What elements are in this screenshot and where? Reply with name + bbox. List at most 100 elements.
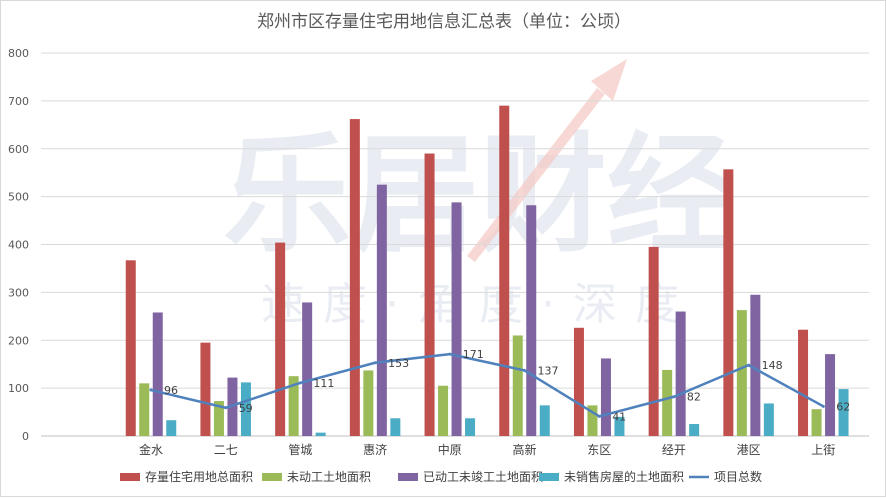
bar [438,385,449,436]
line-point [448,352,452,356]
legend-item: 项目总数 [689,469,762,484]
line-point [523,368,526,372]
legend-label: 未销售房屋的土地面积 [564,469,684,484]
bar [166,420,177,436]
watermark-arrow-icon [467,59,627,263]
data-label: 111 [313,377,334,390]
data-label: 96 [164,384,178,397]
data-label: 137 [538,364,559,377]
bar [723,169,734,436]
line-series: 96 59 111 153 171 137 41 82 148 62 [149,348,850,423]
bar [213,401,224,436]
data-label: 153 [388,357,409,370]
bar [363,370,374,436]
y-tick-label: 500 [8,191,29,204]
legend-label: 项目总数 [714,469,762,484]
x-tick-label: 中原 [438,442,462,457]
y-tick-label: 200 [8,334,29,347]
bar [798,329,809,436]
bar [139,383,150,436]
bar [750,294,761,436]
bar [600,358,611,436]
bar [240,382,251,436]
legend-label: 存量住宅用地总面积 [145,469,253,484]
bar [811,409,822,436]
legend-label: 未动工土地面积 [287,470,371,484]
bar [349,119,360,436]
bar [838,389,849,436]
line-point [747,363,751,367]
line-point [224,406,228,410]
series-line [150,352,824,418]
line-point [149,388,153,392]
y-tick-label: 400 [8,239,29,252]
legend-swatch [262,473,282,481]
x-tick-label: 二七 [214,443,238,457]
y-tick-label: 100 [8,382,29,395]
bar [390,418,401,436]
chart-title: 郑州市区存量住宅用地信息汇总表（单位：公顷） [257,12,631,32]
bar [125,260,136,436]
bar [825,354,836,436]
data-label: 41 [612,410,626,423]
bar [736,310,747,436]
y-tick-label: 600 [8,143,29,156]
legend-item: 已动工未竣工土地面积 [398,469,543,484]
bar [200,342,211,436]
x-tick-label: 港区 [737,443,761,457]
legend-item: 存量住宅用地总面积 [120,469,253,484]
bar [424,153,435,436]
bar [675,311,686,436]
line-point [298,381,302,385]
legend-swatch [398,473,418,481]
bar [302,302,313,436]
bar [465,418,476,436]
y-tick-label: 700 [8,95,29,108]
bar [573,327,584,436]
legend-swatch [120,473,140,481]
legend-swatch [539,473,559,481]
legend-item: 未动工土地面积 [262,470,371,484]
bar [689,424,700,436]
line-point [821,404,825,408]
data-label: 82 [687,391,701,404]
bar [376,184,387,436]
x-tick-label: 高新 [512,442,536,457]
bar [275,242,286,436]
bar [539,405,550,436]
data-label: 62 [836,400,850,413]
data-label: 171 [463,348,484,361]
x-axis: 金水 二七 管城 惠济 中原 高新 东区 经开 港区 上街 [139,442,835,457]
bars [125,105,849,436]
y-tick-label: 0 [22,430,29,443]
bar [526,205,537,436]
x-tick-label: 金水 [139,442,163,457]
watermark-slogan: 速度·角度·深度 [261,279,697,330]
line-point [597,414,601,418]
x-tick-label: 上街 [811,443,835,457]
data-label: 148 [762,359,783,372]
bar [614,416,625,436]
bar [512,335,523,436]
y-axis: 0 100 200 300 400 500 600 700 800 [8,47,29,443]
legend: 存量住宅用地总面积 未动工土地面积 已动工未竣工土地面积 未销售房屋的土地面积 项目总数 [120,469,762,484]
bar [763,403,774,436]
line-point [373,361,377,365]
legend-item: 未销售房屋的土地面积 [539,469,684,484]
x-tick-label: 东区 [587,443,611,457]
bar [152,312,163,436]
x-tick-label: 经开 [662,443,686,457]
data-label: 59 [239,402,253,415]
bar [499,105,510,436]
watermark: 乐居财经 速度·角度·深度 [223,59,735,330]
bar [288,376,299,436]
line-point [672,395,676,399]
y-tick-label: 800 [8,47,29,60]
bar [451,202,462,436]
x-tick-label: 管城 [288,442,312,457]
x-tick-label: 惠济 [363,442,387,457]
bar [587,405,598,436]
bar [315,432,326,436]
